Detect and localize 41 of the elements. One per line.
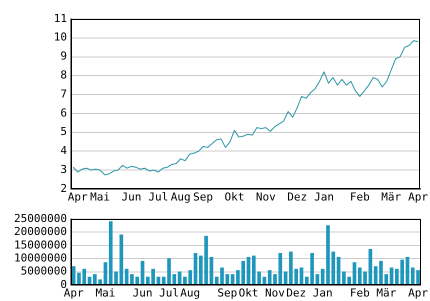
y-tick-label: 2 <box>60 182 67 195</box>
x-tick-label: Jul <box>159 286 179 300</box>
x-tick-label: Jan <box>314 190 334 204</box>
x-tick-label: Okt <box>224 190 244 204</box>
y-tick-label: 11 <box>54 12 67 25</box>
x-tick-label: Mai <box>96 286 116 300</box>
x-tick-label: Apr <box>408 286 428 300</box>
y-tick-label: 10000000 <box>14 251 67 264</box>
x-tick-label: Mär <box>376 286 397 300</box>
x-tick-label: Aug <box>180 286 200 300</box>
x-tick-label: Mär <box>381 190 402 204</box>
x-tick-label: Sep <box>193 190 214 204</box>
y-tick-label: 7 <box>60 87 67 100</box>
x-tick-label: Apr <box>408 190 428 204</box>
x-tick-label: Okt <box>238 286 258 300</box>
y-tick-label: 9 <box>60 50 67 63</box>
y-tick-label: 4 <box>60 144 68 158</box>
y-tick-label: 15000000 <box>14 238 67 252</box>
x-tick-label: Jun <box>132 286 152 300</box>
y-tick-label: 6 <box>60 106 67 120</box>
y-tick-label: 10 <box>54 30 67 44</box>
y-tick-label: 0 <box>60 278 67 291</box>
x-tick-label: Feb <box>350 286 370 300</box>
x-tick-label: Dez <box>287 190 308 204</box>
x-tick-label: Sep <box>217 286 238 300</box>
x-tick-label: Jan <box>312 286 333 300</box>
x-tick-label: Jun <box>122 190 142 204</box>
y-tick-label: 3 <box>60 162 67 176</box>
x-tick-label: Aug <box>170 190 191 204</box>
x-tick-label: Apr <box>68 190 88 204</box>
y-tick-label: 20000000 <box>14 225 67 238</box>
y-tick-label: 5 <box>60 125 67 138</box>
x-tick-label: Nov <box>265 286 286 300</box>
x-tick-label: Mai <box>90 190 110 204</box>
x-tick-label: Dez <box>286 286 306 300</box>
y-tick-label: 25000000 <box>14 212 67 225</box>
y-tick-label: 8 <box>60 68 67 82</box>
x-tick-label: Feb <box>350 190 370 204</box>
x-tick-label: Nov <box>256 190 276 204</box>
x-tick-label: Jul <box>148 190 168 204</box>
y-tick-label: 5000000 <box>20 264 67 278</box>
